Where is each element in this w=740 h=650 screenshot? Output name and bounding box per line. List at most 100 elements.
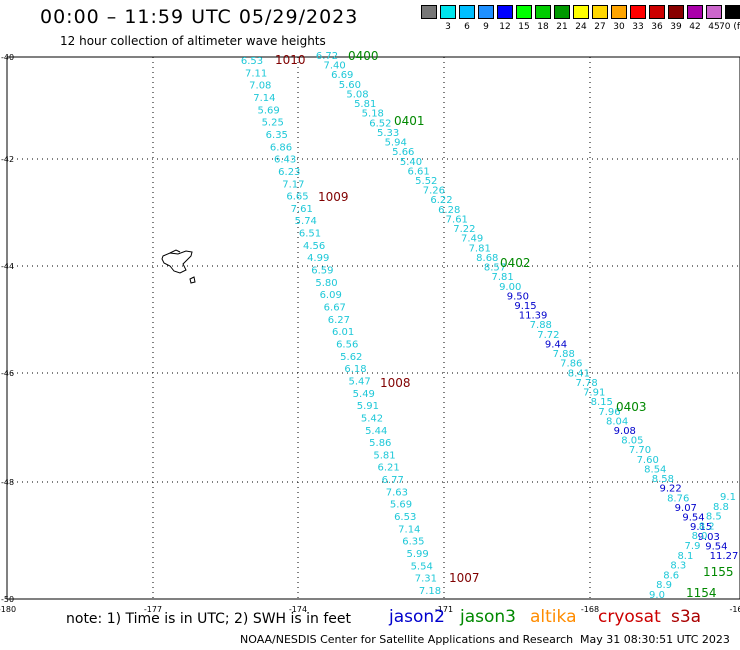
wave-height-value: 5.62	[340, 352, 362, 363]
wave-height-value: 6.53	[241, 56, 263, 67]
wave-height-value: 6.61	[407, 166, 429, 177]
wave-height-value: 7.70	[629, 445, 651, 456]
wave-height-value: 9.54	[682, 513, 704, 524]
wave-height-value: 8.15	[591, 397, 613, 408]
footer-timestamp: May 31 08:30:51 UTC 2023	[580, 633, 730, 646]
wave-height-value: 7.88	[530, 320, 552, 331]
legend-swatch	[421, 5, 437, 19]
wave-height-value: 11.27	[710, 551, 739, 562]
wave-height-value: 7.61	[291, 204, 313, 215]
legend-label: 3	[445, 22, 451, 32]
wave-height-value: 6.23	[278, 167, 300, 178]
wave-height-value: 7.22	[453, 224, 475, 235]
satellite-name: cryosat	[598, 607, 661, 627]
wave-height-value: 6.67	[324, 303, 346, 314]
wave-height-value: 5.81	[373, 450, 395, 461]
lon-label: -177	[144, 605, 162, 614]
wave-height-value: 6.77	[382, 475, 404, 486]
track-a-values: 6.537.117.087.145.695.256.356.866.436.23…	[241, 56, 441, 597]
wave-height-value: 7.17	[282, 179, 304, 190]
wave-height-value: 8.5	[706, 512, 722, 523]
satellite-name: altika	[530, 607, 577, 627]
wave-height-value: 9.50	[507, 291, 529, 302]
wave-height-value: 7.11	[245, 68, 267, 79]
wave-height-value: 9.44	[545, 340, 567, 351]
legend-swatch	[668, 5, 684, 19]
wave-height-value: 5.40	[400, 157, 422, 168]
wave-height-value: 5.66	[392, 147, 414, 158]
legend-swatch	[706, 5, 722, 19]
wave-height-value: 7.31	[415, 574, 437, 585]
legend-swatch	[687, 5, 703, 19]
wave-height-value: 7.26	[423, 186, 445, 197]
wave-height-value: 5.52	[415, 176, 437, 187]
legend-label: 30	[613, 22, 625, 32]
wave-height-value: 5.94	[385, 138, 407, 149]
axis-labels: -40 -42 -44 -46 -48 -50-180 -177 -174 -171 -168 -1…	[0, 53, 740, 614]
track-b-values: 6.727.406.695.605.085.815.186.525.335.94…	[316, 51, 738, 562]
legend-swatch	[440, 5, 456, 19]
legend-label: 70 (ft)	[719, 22, 740, 32]
wave-height-value: 5.18	[362, 109, 384, 120]
wave-height-value: 8.3	[670, 561, 686, 572]
lat-label: -50	[1, 595, 14, 604]
wave-height-value: 6.86	[270, 142, 292, 153]
wave-height-value: 6.28	[438, 205, 460, 216]
lat-label: -42	[1, 155, 14, 164]
legend-label: 33	[632, 22, 644, 32]
wave-height-value: 7.88	[553, 349, 575, 360]
legend-swatch	[554, 5, 570, 19]
wave-height-value: 9.03	[698, 532, 720, 543]
pass-time-label: 0403	[616, 400, 647, 414]
lon-label: -171	[435, 605, 453, 614]
graticule	[7, 57, 740, 599]
legend-swatch	[535, 5, 551, 19]
wave-height-value: 9.0	[649, 590, 665, 601]
wave-height-value: 6.51	[299, 229, 321, 240]
wave-height-value: 6.27	[328, 315, 350, 326]
wave-height-value: 5.86	[369, 438, 391, 449]
legend-swatch	[592, 5, 608, 19]
lon-label: -180	[0, 605, 16, 614]
wave-height-value: 5.25	[262, 118, 284, 129]
pass-time-label: 0400	[348, 49, 379, 63]
lat-label: -44	[1, 262, 14, 271]
wave-height-value: 5.91	[357, 401, 379, 412]
wave-height-value: 8.68	[476, 253, 498, 264]
legend-label: 42	[689, 22, 701, 32]
pass-time-label: 1154	[686, 586, 717, 600]
legend-label: 24	[575, 22, 587, 32]
wave-height-value: 9.1	[720, 492, 736, 503]
legend-swatch	[649, 5, 665, 19]
wave-height-value: 7.18	[419, 586, 441, 597]
legend-label: 39	[670, 22, 682, 32]
lat-label: -40	[1, 53, 14, 62]
legend-label: 45	[708, 22, 720, 32]
map-frame	[6, 56, 740, 600]
footer-org: NOAA/NESDIS Center for Satellite Applica…	[240, 633, 574, 646]
map-title: 00:00 – 11:59 UTC 05/29/2023	[40, 6, 359, 28]
wave-height-value: 9.15	[690, 522, 712, 533]
wave-height-value: 6.18	[344, 364, 366, 375]
wave-height-value: 6.56	[336, 340, 358, 351]
lat-label: -48	[1, 478, 14, 487]
legend-label: 6	[464, 22, 470, 32]
wave-height-value: 7.14	[253, 93, 275, 104]
wave-height-value: 5.33	[377, 128, 399, 139]
corner-cluster-values: 9.08.98.68.38.17.98.08.28.58.89.1	[649, 492, 736, 601]
wave-height-value: 7.91	[583, 388, 605, 399]
legend-label: 15	[518, 22, 530, 32]
wave-height-value: 5.60	[339, 80, 361, 91]
pass-time-labels: 1010 1009 1008 1007 0400 0401 0402 0403 1154 1155	[275, 49, 734, 600]
wave-height-value: 8.1	[677, 551, 693, 562]
wave-height-value: 9.54	[705, 541, 727, 552]
legend-swatch	[516, 5, 532, 19]
pass-time-label: 1155	[703, 565, 734, 579]
satellite-name: jason2	[389, 607, 445, 627]
wave-height-value: 7.81	[469, 243, 491, 254]
wave-height-value: 6.53	[394, 512, 416, 523]
wave-height-value: 7.08	[249, 81, 271, 92]
lat-label: -46	[1, 369, 14, 378]
wave-height-value: 7.60	[637, 455, 659, 466]
